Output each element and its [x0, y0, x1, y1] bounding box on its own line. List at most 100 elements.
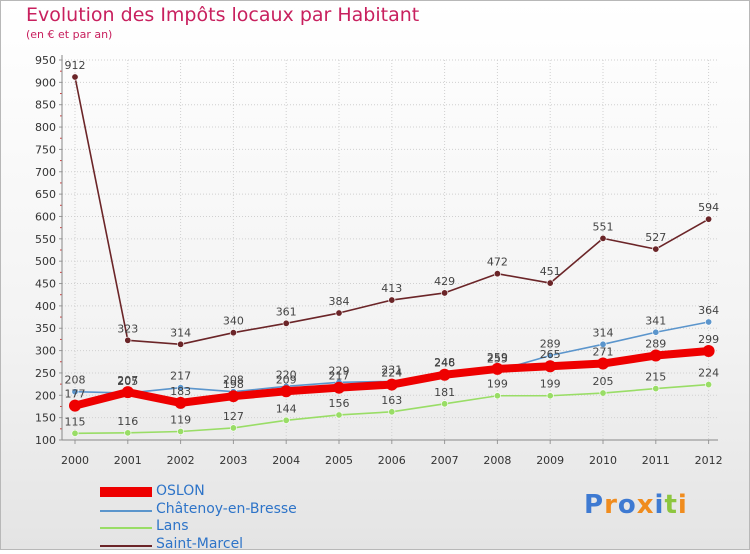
data-label-saint-marcel: 340 [223, 315, 244, 328]
chart-subtitle: (en € et par an) [26, 28, 113, 41]
logo-letter: P [584, 490, 605, 520]
logo-letter: t [664, 490, 678, 520]
y-tick-label: 300 [35, 345, 56, 358]
data-point-oslon [280, 385, 293, 398]
data-label-saint-marcel: 384 [329, 295, 350, 308]
data-label-ch-tenoy-en-bresse: 341 [645, 314, 666, 327]
chart-title: Evolution des Impôts locaux par Habitant [26, 4, 420, 26]
data-label-oslon: 259 [487, 351, 508, 364]
y-tick-label: 500 [35, 255, 56, 268]
data-point-saint-marcel [652, 245, 660, 253]
data-label-oslon: 183 [170, 385, 191, 398]
data-label-oslon: 271 [593, 346, 614, 359]
data-label-lans: 163 [381, 394, 402, 407]
data-point-saint-marcel [388, 296, 396, 304]
data-point-saint-marcel [177, 340, 185, 348]
legend-swatch-lans [100, 527, 152, 529]
data-point-lans [599, 389, 607, 397]
data-label-ch-tenoy-en-bresse: 229 [329, 364, 350, 377]
data-label-oslon: 224 [381, 367, 402, 380]
data-label-oslon: 299 [698, 333, 719, 346]
data-label-saint-marcel: 451 [540, 265, 561, 278]
data-label-ch-tenoy-en-bresse: 289 [540, 338, 561, 351]
data-label-oslon: 209 [276, 373, 297, 386]
data-point-ch-tenoy-en-bresse [546, 352, 554, 360]
data-label-oslon: 198 [223, 378, 244, 391]
y-tick-label: 800 [35, 121, 56, 134]
data-point-oslon [597, 357, 609, 370]
data-point-lans [441, 400, 449, 408]
legend-label-saint-marcel: Saint-Marcel [156, 535, 244, 552]
data-point-oslon [438, 368, 451, 381]
data-point-ch-tenoy-en-bresse [71, 388, 79, 396]
y-tick-label: 250 [35, 367, 56, 380]
data-point-saint-marcel [705, 215, 713, 223]
data-point-oslon [702, 345, 715, 358]
data-label-lans: 144 [276, 402, 297, 415]
data-label-saint-marcel: 429 [434, 275, 455, 288]
legend-swatch-saint-marcel [100, 544, 152, 547]
data-label-ch-tenoy-en-bresse: 208 [223, 374, 244, 387]
data-point-saint-marcel [335, 309, 343, 317]
data-label-ch-tenoy-en-bresse: 255 [487, 353, 508, 366]
data-label-oslon: 207 [117, 374, 138, 387]
data-point-oslon [121, 386, 134, 399]
y-tick-label: 900 [35, 76, 56, 89]
data-point-saint-marcel [124, 336, 132, 344]
y-tick-label: 750 [35, 143, 56, 156]
data-label-ch-tenoy-en-bresse: 364 [698, 304, 719, 317]
x-tick-label: 2001 [114, 454, 142, 467]
data-point-saint-marcel [282, 319, 290, 327]
legend-label-lans: Lans [156, 518, 189, 534]
data-point-ch-tenoy-en-bresse [705, 318, 713, 326]
legend-label-chatenoy: Châtenoy-en-Bresse [156, 500, 297, 517]
data-point-oslon [544, 360, 557, 373]
data-label-ch-tenoy-en-bresse: 231 [381, 363, 402, 376]
y-tick-label: 650 [35, 188, 56, 201]
logo-letter: r [604, 490, 618, 520]
data-label-lans: 119 [170, 414, 191, 427]
y-tick-label: 550 [35, 233, 56, 246]
y-tick-label: 700 [35, 166, 56, 179]
data-label-saint-marcel: 594 [698, 201, 719, 214]
data-label-lans: 215 [645, 371, 666, 384]
data-label-saint-marcel: 472 [487, 256, 508, 269]
y-tick-label: 100 [35, 434, 56, 447]
y-tick-label: 350 [35, 322, 56, 335]
data-label-lans: 115 [65, 415, 86, 428]
proxiti-logo: Proxiti [584, 490, 688, 520]
data-label-ch-tenoy-en-bresse: 205 [117, 375, 138, 388]
data-point-lans [177, 428, 185, 436]
x-tick-label: 2007 [431, 454, 459, 467]
logo-letter: i [677, 490, 688, 520]
legend-label-oslon: OSLON [156, 483, 205, 499]
data-point-lans [71, 429, 79, 437]
data-label-saint-marcel: 912 [65, 59, 86, 72]
x-tick-label: 2012 [695, 454, 723, 467]
x-tick-label: 2008 [483, 454, 511, 467]
logo-letter: o [617, 490, 637, 520]
x-tick-label: 2000 [61, 454, 89, 467]
data-label-ch-tenoy-en-bresse: 314 [593, 326, 614, 339]
data-point-saint-marcel [441, 289, 449, 297]
data-label-lans: 116 [117, 415, 138, 428]
data-point-oslon [649, 349, 662, 362]
data-point-ch-tenoy-en-bresse [599, 340, 607, 348]
x-tick-label: 2006 [378, 454, 406, 467]
data-label-saint-marcel: 314 [170, 326, 191, 339]
y-tick-label: 200 [35, 389, 56, 402]
data-label-lans: 127 [223, 410, 244, 423]
data-point-oslon [227, 390, 240, 403]
data-point-oslon [174, 396, 187, 409]
legend-swatch-oslon [100, 487, 152, 497]
data-label-lans: 199 [540, 378, 561, 391]
legend-swatch-chatenoy [100, 509, 152, 512]
data-point-lans [335, 411, 343, 419]
data-point-lans [282, 416, 290, 424]
data-label-lans: 156 [329, 397, 350, 410]
data-label-lans: 181 [434, 386, 455, 399]
data-label-ch-tenoy-en-bresse: 208 [65, 374, 86, 387]
x-tick-label: 2004 [272, 454, 300, 467]
